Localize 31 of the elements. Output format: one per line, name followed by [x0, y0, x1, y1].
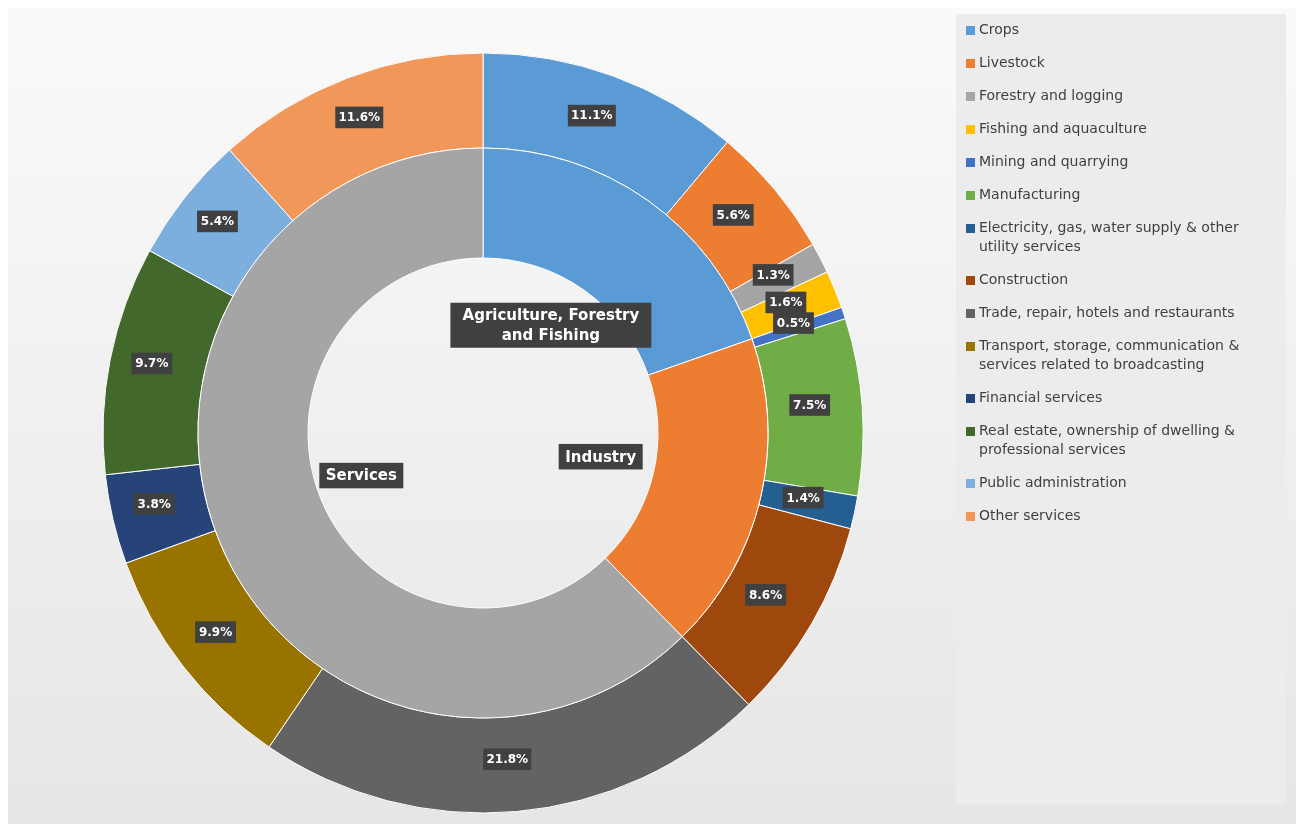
legend-label: Fishing and aquaculture — [979, 119, 1147, 138]
legend-label: Real estate, ownership of dwelling & professional services — [979, 421, 1236, 459]
data-label: 1.6% — [769, 295, 803, 310]
slice-label: Services — [325, 466, 398, 485]
legend-label: Mining and quarrying — [979, 152, 1129, 171]
slice-label: Industry — [565, 447, 637, 466]
legend-label: Other services — [979, 506, 1081, 525]
data-label: 0.5% — [776, 315, 811, 330]
data-label: 1.3% — [756, 267, 790, 282]
data-label: 3.8% — [137, 496, 171, 511]
data-label: 5.4% — [200, 214, 235, 229]
legend-label: Trade, repair, hotels and restaurants — [979, 303, 1235, 322]
legend-label: Electricity, gas, water supply & other utility services — [979, 218, 1240, 256]
data-label: 8.6% — [748, 587, 783, 602]
data-label: 11.6% — [338, 110, 381, 125]
legend-label: Manufacturing — [979, 185, 1081, 204]
data-label: 9.7% — [135, 356, 169, 371]
legend-label: Livestock — [979, 53, 1045, 72]
legend-label: Financial services — [979, 388, 1103, 407]
data-label: 5.6% — [716, 207, 750, 222]
data-label: 7.5% — [793, 397, 827, 412]
data-label: 21.8% — [486, 752, 529, 767]
slice-label: Agriculture, Forestry and Fishing — [462, 306, 640, 344]
legend-label: Crops — [979, 20, 1019, 39]
legend-label: Construction — [979, 270, 1069, 289]
data-label: 11.1% — [571, 108, 613, 123]
data-label: 1.4% — [786, 490, 820, 505]
legend-label: Public administration — [979, 473, 1127, 492]
data-label: 9.9% — [198, 625, 233, 640]
legend-label: Transport, storage, communication & services related to broadcasting — [979, 336, 1241, 374]
legend-label: Forestry and logging — [979, 86, 1124, 105]
